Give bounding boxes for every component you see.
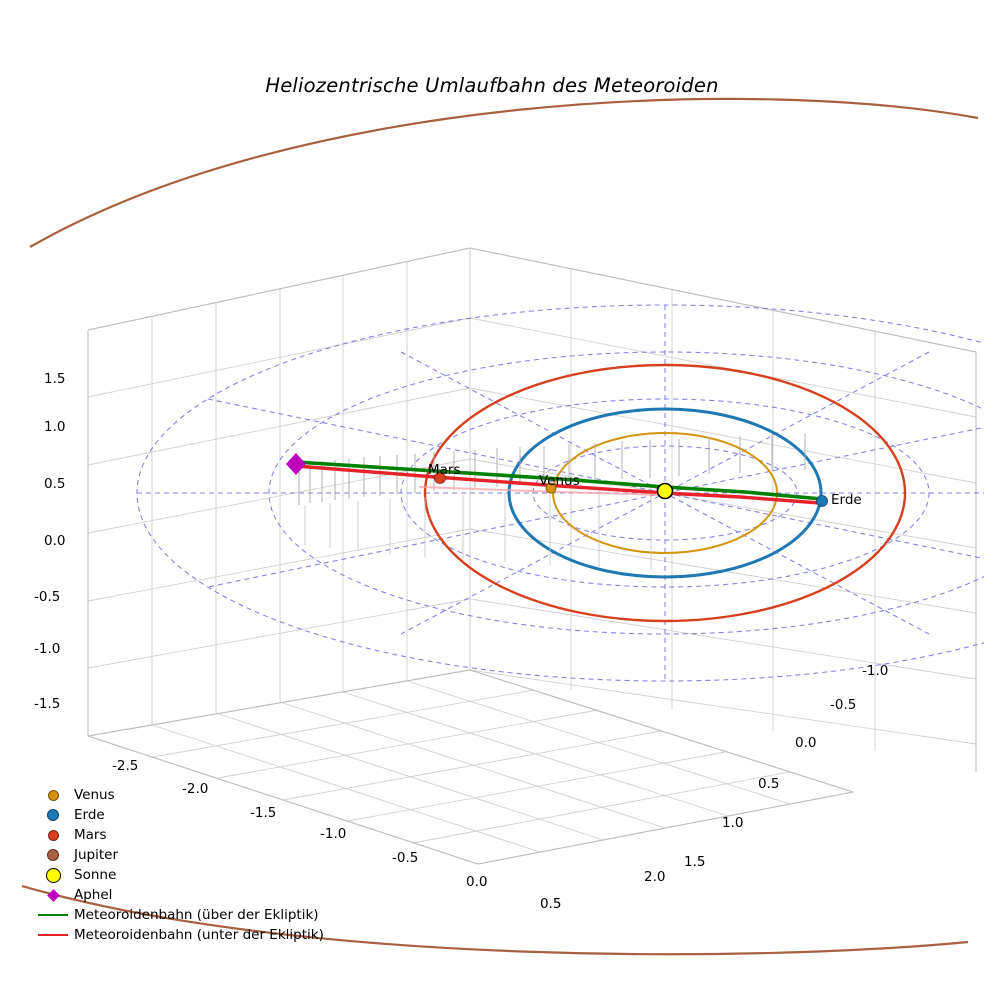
erde-marker xyxy=(816,495,828,507)
y-tick-label: 0.0 xyxy=(795,735,817,751)
legend-item-jupiter[interactable]: Jupiter xyxy=(32,845,362,865)
legend-label: Sonne xyxy=(74,867,117,883)
venus-marker xyxy=(545,482,557,494)
mars-marker xyxy=(434,472,446,484)
jupiter-marker-icon xyxy=(32,849,74,861)
mars-label: Mars xyxy=(428,462,461,478)
green-line-icon xyxy=(32,914,74,916)
z-tick-label: 0.0 xyxy=(44,533,66,549)
y-tick-label: 1.5 xyxy=(684,854,706,870)
legend-item-aphel[interactable]: Aphel xyxy=(32,885,362,905)
legend-label: Erde xyxy=(74,807,105,823)
legend-label: Aphel xyxy=(74,887,113,903)
legend-label: Meteoroidenbahn (über der Ekliptik) xyxy=(74,907,319,923)
venus-label: Venus xyxy=(539,473,580,489)
sonne-marker-icon xyxy=(32,867,74,883)
meteoroid-path-below xyxy=(294,464,822,505)
aphel-marker-icon xyxy=(32,888,74,902)
x-tick-label: 2.0 xyxy=(644,869,666,885)
x-tick-label: -0.5 xyxy=(392,850,419,866)
orbit-mars xyxy=(423,363,907,623)
axes-box-edges xyxy=(87,247,977,865)
legend-label: Meteoroidenbahn (unter der Ekliptik) xyxy=(74,927,324,943)
legend-item-bahn-unter[interactable]: Meteoroidenbahn (unter der Ekliptik) xyxy=(32,925,362,945)
y-tick-label: 1.0 xyxy=(722,815,744,831)
aphel-marker xyxy=(286,453,306,475)
orbit-jupiter xyxy=(21,97,979,956)
legend-item-venus[interactable]: Venus xyxy=(32,785,362,805)
axes-panes xyxy=(87,247,977,865)
x-tick-label: -1.0 xyxy=(320,826,347,842)
x-tick-label: -2.5 xyxy=(112,758,139,774)
sonne-marker xyxy=(656,482,674,500)
z-tick-label: -1.5 xyxy=(34,696,61,712)
legend-label: Venus xyxy=(74,787,115,803)
legend-label: Mars xyxy=(74,827,107,843)
legend-item-erde[interactable]: Erde xyxy=(32,805,362,825)
y-tick-label: 0.5 xyxy=(758,776,780,792)
legend-item-mars[interactable]: Mars xyxy=(32,825,362,845)
x-tick-label: -1.5 xyxy=(250,805,277,821)
trajectory-stems-lower xyxy=(304,487,652,570)
red-line-icon xyxy=(32,934,74,936)
legend-item-sonne[interactable]: Sonne xyxy=(32,865,362,885)
y-tick-label: -1.0 xyxy=(862,663,889,679)
x-tick-label: 0.5 xyxy=(540,896,562,912)
venus-marker-icon xyxy=(32,789,74,801)
z-tick-label: 1.5 xyxy=(44,371,66,387)
mars-marker-icon xyxy=(32,829,74,841)
x-tick-label: 0.0 xyxy=(466,874,488,890)
z-tick-label: -0.5 xyxy=(34,589,61,605)
legend-item-bahn-ueber[interactable]: Meteoroidenbahn (über der Ekliptik) xyxy=(32,905,362,925)
orbit-erde xyxy=(507,407,823,579)
legend-label: Jupiter xyxy=(74,847,119,863)
z-tick-label: 0.5 xyxy=(44,476,66,492)
erde-marker-icon xyxy=(32,809,74,821)
y-tick-label: -0.5 xyxy=(830,697,857,713)
x-tick-label: -2.0 xyxy=(182,781,209,797)
pane-left-wall xyxy=(87,247,471,737)
z-tick-label: -1.0 xyxy=(34,641,61,657)
legend: Venus Erde Mars Jupiter Sonne xyxy=(32,785,362,945)
z-tick-label: 1.0 xyxy=(44,419,66,435)
pane-right-wall xyxy=(469,247,977,772)
erde-label: Erde xyxy=(831,492,862,508)
meteoroid-path-above xyxy=(294,460,824,501)
page-title: Heliozentrische Umlaufbahn des Meteoroid… xyxy=(265,74,719,97)
